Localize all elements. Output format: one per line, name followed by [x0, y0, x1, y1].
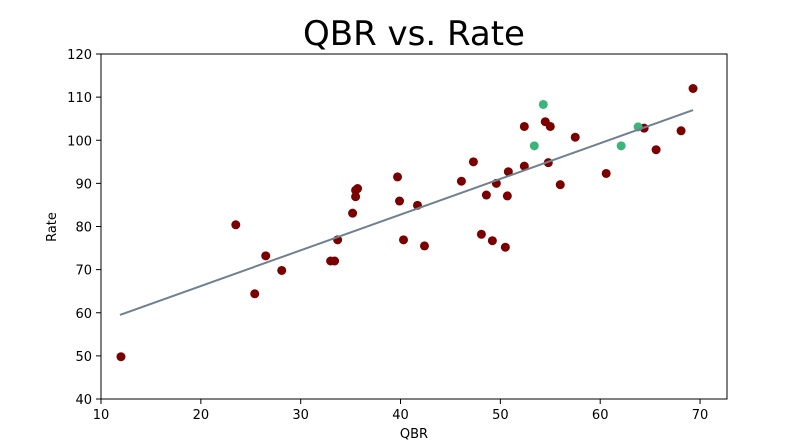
scatter-point: [353, 184, 363, 194]
scatter-point: [481, 190, 491, 200]
x-tick-label: 70: [692, 408, 709, 423]
scatter-point: [601, 168, 611, 178]
scatter-point: [519, 121, 529, 131]
scatter-point: [500, 242, 510, 252]
y-axis-label: Rate: [45, 212, 60, 242]
scatter-point: [616, 141, 626, 151]
scatter-point: [468, 157, 478, 167]
y-tick-label: 40: [75, 393, 92, 408]
scatter-point: [487, 236, 497, 246]
x-tick-label: 60: [592, 408, 609, 423]
scatter-point: [502, 191, 512, 201]
plot-area: [101, 54, 727, 399]
scatter-point: [519, 161, 529, 171]
chart-marks: [116, 84, 698, 362]
x-tick-label: 20: [193, 408, 210, 423]
chart-title: QBR vs. Rate: [303, 14, 525, 54]
scatter-point: [688, 84, 698, 93]
scatter-point: [399, 235, 409, 245]
scatter-point: [393, 172, 403, 182]
y-tick-label: 60: [75, 307, 92, 322]
scatter-point: [419, 241, 429, 251]
scatter-point: [330, 256, 340, 266]
y-tick-label: 80: [75, 221, 92, 236]
scatter-point: [395, 196, 405, 206]
y-tick-label: 50: [75, 350, 92, 365]
y-tick-label: 90: [75, 177, 92, 192]
scatter-point: [545, 121, 555, 131]
scatter-point: [116, 352, 126, 362]
x-tick-label: 10: [93, 408, 110, 423]
y-axis: 40 50 60 70 80 90 100 110 120: [67, 48, 101, 408]
scatter-point: [529, 141, 539, 151]
scatter-point: [538, 99, 548, 109]
scatter-point: [277, 265, 287, 275]
x-tick-label: 50: [492, 408, 509, 423]
x-axis-label: QBR: [400, 427, 428, 442]
scatter-point: [351, 192, 361, 202]
x-axis: 10 20 30 40 50 60 70: [93, 399, 709, 423]
x-tick-label: 40: [392, 408, 409, 423]
scatter-point: [250, 289, 260, 299]
scatter-point: [261, 251, 271, 261]
scatter-point: [231, 220, 241, 230]
scatter-point: [348, 208, 358, 218]
scatter-point: [570, 132, 580, 142]
scatter-point: [555, 180, 565, 190]
scatter-point: [503, 167, 513, 177]
trend-line: [119, 109, 694, 316]
y-tick-label: 110: [67, 91, 92, 106]
y-tick-label: 70: [75, 264, 92, 279]
y-tick-label: 100: [67, 134, 92, 149]
scatter-point: [476, 229, 486, 239]
x-tick-label: 30: [292, 408, 309, 423]
scatter-point: [651, 145, 661, 155]
scatter-point: [456, 176, 466, 186]
scatter-point: [676, 126, 686, 136]
y-tick-label: 120: [67, 48, 92, 63]
